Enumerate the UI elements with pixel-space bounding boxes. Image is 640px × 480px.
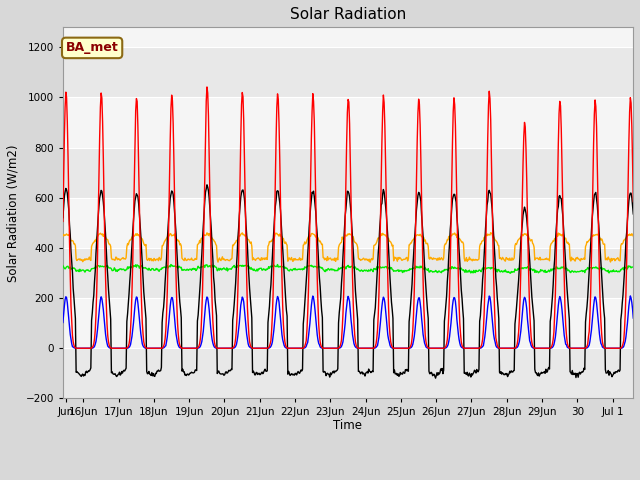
Bar — [63, 298, 633, 348]
X-axis label: Time: Time — [333, 419, 362, 432]
Bar — [63, 148, 633, 198]
Bar — [63, 97, 633, 148]
Bar — [63, 198, 633, 248]
Legend: SW_in, SW_out, LW_in, LW_out, Rnet: SW_in, SW_out, LW_in, LW_out, Rnet — [151, 474, 545, 480]
Bar — [63, 348, 633, 398]
Bar — [63, 248, 633, 298]
Title: Solar Radiation: Solar Radiation — [290, 7, 406, 22]
Bar — [63, 48, 633, 97]
Y-axis label: Solar Radiation (W/m2): Solar Radiation (W/m2) — [7, 144, 20, 282]
Text: BA_met: BA_met — [66, 41, 118, 54]
